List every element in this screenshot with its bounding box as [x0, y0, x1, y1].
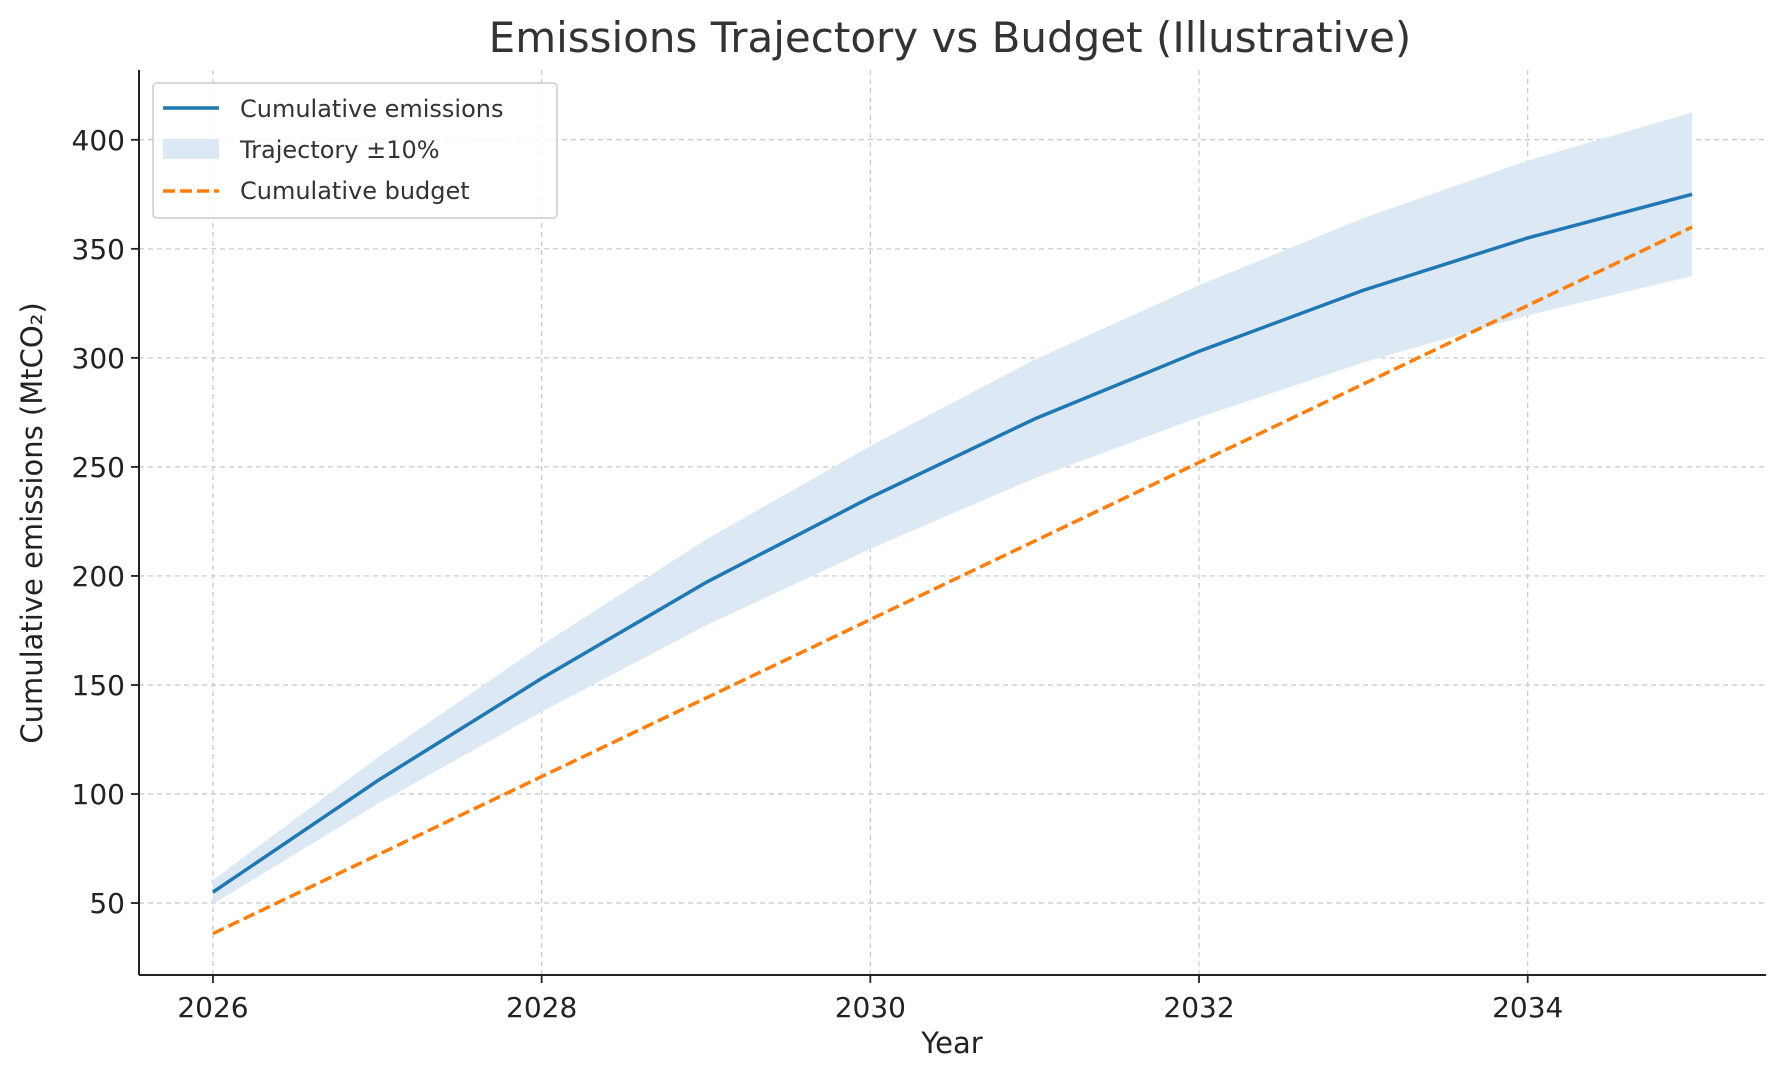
y-tick-label-150: 150 [72, 669, 125, 702]
x-axis-label: Year [920, 1026, 982, 1060]
legend-frame [152, 82, 558, 219]
ticks: 2026 2028 2030 2032 2034 50 100 150 200 250 300 350… [72, 124, 1564, 1024]
series-line-layer [211, 192, 1693, 936]
trajectory-band [212, 112, 1693, 905]
emissions-line [211, 192, 1693, 894]
y-tick-label-350: 350 [72, 233, 125, 266]
budget-line [212, 225, 1693, 936]
y-axis-label: Cumulative emissions (MtCO₂) [15, 302, 49, 743]
legend-label-cumulative-budget: Cumulative budget [240, 177, 470, 205]
legend: Cumulative emissions Trajectory ±10% Cum… [152, 82, 558, 219]
y-tick-label-200: 200 [72, 560, 125, 593]
x-tick-label-2026: 2026 [177, 991, 248, 1024]
grid [139, 70, 1766, 975]
legend-label-trajectory-band: Trajectory ±10% [239, 136, 440, 164]
y-tick-label-250: 250 [72, 451, 125, 484]
x-tick-label-2028: 2028 [506, 991, 577, 1024]
y-tick-label-100: 100 [72, 778, 125, 811]
trajectory-band-layer [212, 112, 1693, 905]
x-tick-label-2030: 2030 [835, 991, 906, 1024]
chart-title: Emissions Trajectory vs Budget (Illustra… [489, 13, 1412, 62]
y-tick-label-300: 300 [72, 342, 125, 375]
y-tick-label-400: 400 [72, 124, 125, 157]
x-tick-label-2034: 2034 [1492, 991, 1563, 1024]
legend-swatch-trajectory-band [163, 139, 219, 159]
legend-label-cumulative-emissions: Cumulative emissions [240, 95, 504, 123]
y-tick-label-50: 50 [89, 887, 125, 920]
axes [138, 70, 1766, 976]
x-tick-label-2032: 2032 [1163, 991, 1234, 1024]
